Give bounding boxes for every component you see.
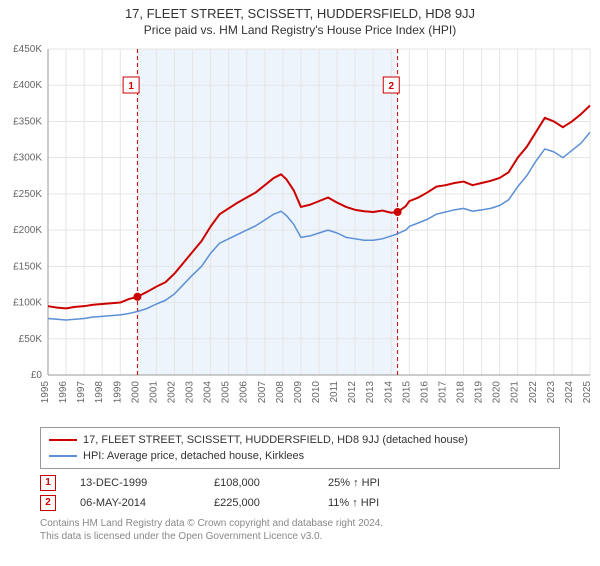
legend-label: HPI: Average price, detached house, Kirk… [83,448,304,464]
svg-text:£50K: £50K [19,334,43,345]
svg-text:£300K: £300K [13,153,42,164]
svg-text:2022: 2022 [528,381,539,404]
svg-text:1: 1 [128,81,134,92]
svg-text:2003: 2003 [185,381,196,404]
svg-text:1998: 1998 [94,381,105,404]
svg-text:£350K: £350K [13,116,42,127]
svg-text:2017: 2017 [437,381,448,404]
svg-text:2013: 2013 [365,381,376,404]
legend-swatch [49,455,77,457]
page-subtitle: Price paid vs. HM Land Registry's House … [0,23,600,37]
svg-text:2025: 2025 [582,381,593,404]
legend-item: 17, FLEET STREET, SCISSETT, HUDDERSFIELD… [49,432,551,448]
sale-badge: 2 [40,495,56,511]
svg-text:£200K: £200K [13,225,42,236]
sale-price: £225,000 [214,493,304,513]
svg-text:2002: 2002 [166,381,177,404]
legend: 17, FLEET STREET, SCISSETT, HUDDERSFIELD… [40,427,560,469]
svg-text:2004: 2004 [203,381,214,404]
svg-text:2014: 2014 [383,381,394,404]
svg-text:2023: 2023 [546,381,557,404]
svg-text:2008: 2008 [275,381,286,404]
svg-text:2018: 2018 [456,381,467,404]
svg-text:2006: 2006 [239,381,250,404]
svg-text:1995: 1995 [40,381,51,404]
sale-date: 13-DEC-1999 [80,473,190,493]
sale-date: 06-MAY-2014 [80,493,190,513]
svg-text:£100K: £100K [13,298,42,309]
price-chart: £0 £50K £100K £150K £200K £250K £300K £350K £400… [0,41,600,421]
svg-text:2019: 2019 [474,381,485,404]
sale-hpi: 25% ↑ HPI [328,473,418,493]
svg-text:2007: 2007 [257,381,268,404]
sales-row: 2 06-MAY-2014 £225,000 11% ↑ HPI [40,493,560,513]
svg-text:£150K: £150K [13,261,42,272]
svg-text:1999: 1999 [112,381,123,404]
svg-text:2001: 2001 [148,381,159,404]
svg-text:2010: 2010 [311,381,322,404]
svg-text:2009: 2009 [293,381,304,404]
footer-note: Contains HM Land Registry data © Crown c… [40,517,560,543]
svg-text:£450K: £450K [13,44,42,55]
sale-price: £108,000 [214,473,304,493]
svg-text:2024: 2024 [564,381,575,404]
sale-badge: 1 [40,475,56,491]
svg-text:£0: £0 [31,370,43,381]
legend-swatch [49,439,77,441]
svg-text:£400K: £400K [13,80,42,91]
page-title: 17, FLEET STREET, SCISSETT, HUDDERSFIELD… [0,6,600,21]
svg-text:1996: 1996 [58,381,69,404]
svg-text:2020: 2020 [492,381,503,404]
svg-text:2012: 2012 [347,381,358,404]
svg-text:1997: 1997 [76,381,87,404]
svg-text:2: 2 [388,81,394,92]
legend-label: 17, FLEET STREET, SCISSETT, HUDDERSFIELD… [83,432,468,448]
svg-text:2021: 2021 [510,381,521,404]
sales-table: 1 13-DEC-1999 £108,000 25% ↑ HPI 2 06-MA… [40,473,560,513]
footer-line: Contains HM Land Registry data © Crown c… [40,517,560,530]
svg-text:£250K: £250K [13,189,42,200]
svg-text:2011: 2011 [329,381,340,403]
sale-hpi: 11% ↑ HPI [328,493,418,513]
legend-item: HPI: Average price, detached house, Kirk… [49,448,551,464]
svg-text:2015: 2015 [401,381,412,404]
svg-text:2000: 2000 [130,381,141,404]
svg-text:2005: 2005 [221,381,232,404]
svg-text:2016: 2016 [419,381,430,404]
footer-line: This data is licensed under the Open Gov… [40,530,560,543]
sales-row: 1 13-DEC-1999 £108,000 25% ↑ HPI [40,473,560,493]
